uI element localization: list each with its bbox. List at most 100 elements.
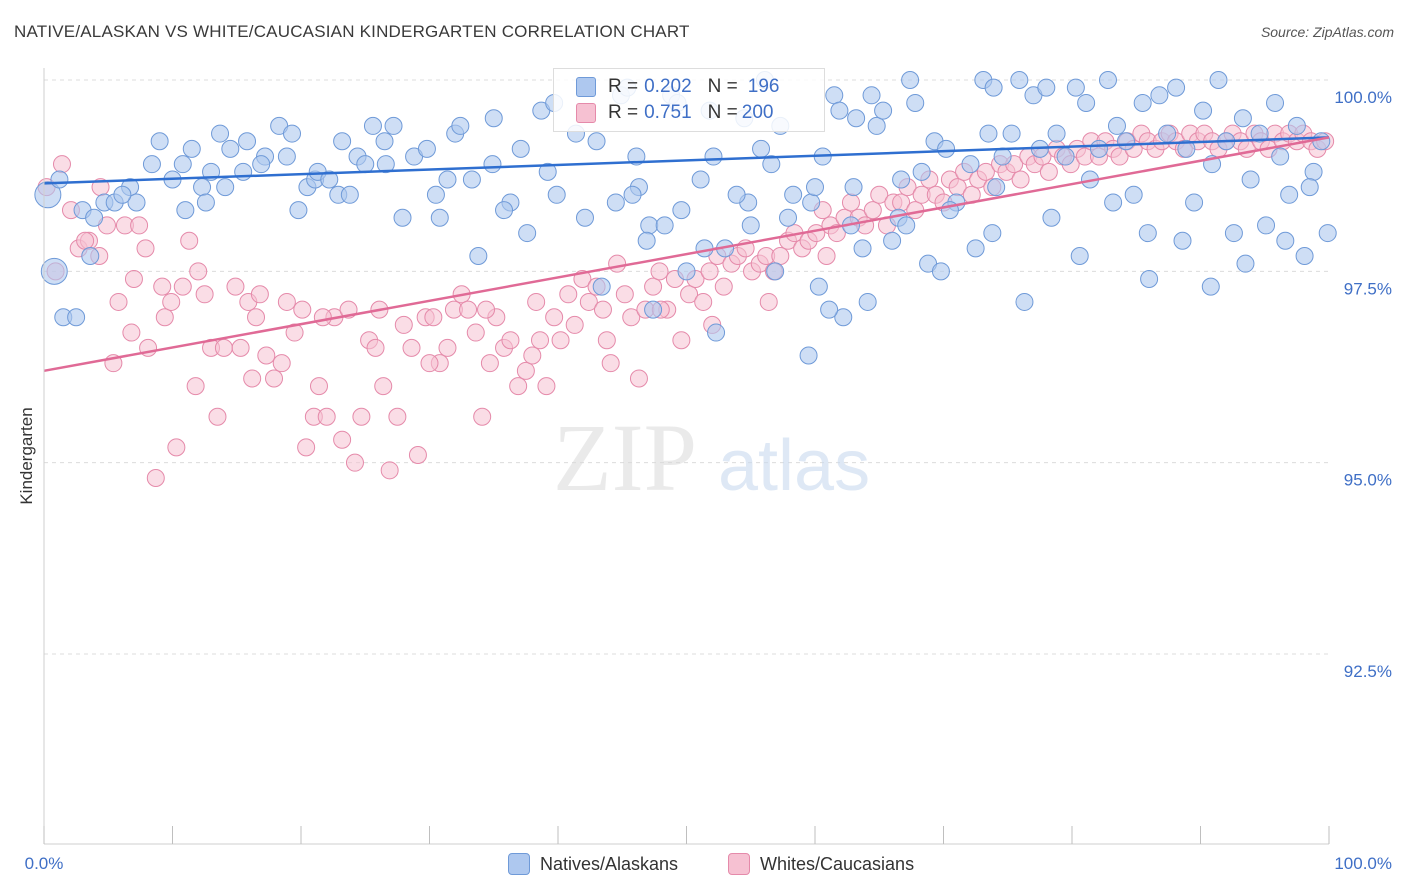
data-point-natives bbox=[853, 239, 872, 258]
data-point-natives bbox=[1271, 147, 1290, 166]
data-point-natives bbox=[1280, 185, 1299, 204]
data-point-natives bbox=[127, 193, 146, 212]
watermark: ZIP atlas bbox=[553, 404, 870, 511]
data-point-natives bbox=[655, 216, 674, 235]
data-point-natives bbox=[1318, 224, 1337, 243]
data-point-whites bbox=[527, 292, 546, 311]
data-point-natives bbox=[150, 132, 169, 151]
data-point-whites bbox=[680, 285, 699, 304]
data-point-natives bbox=[538, 162, 557, 181]
data-point-natives bbox=[484, 109, 503, 128]
data-point-natives bbox=[176, 201, 195, 220]
data-point-natives bbox=[1224, 224, 1243, 243]
data-point-whites bbox=[466, 323, 485, 342]
legend-swatch-blue bbox=[576, 77, 596, 97]
data-point-whites bbox=[608, 254, 627, 273]
bottom-legend-swatch-pink bbox=[728, 853, 750, 875]
data-point-whites bbox=[243, 369, 262, 388]
data-point-whites bbox=[870, 185, 889, 204]
data-point-whites bbox=[153, 277, 172, 296]
data-point-natives bbox=[806, 178, 824, 197]
watermark-atlas: atlas bbox=[718, 426, 870, 506]
data-point-whites bbox=[180, 231, 199, 250]
data-point-natives bbox=[1167, 78, 1186, 97]
data-point-natives bbox=[892, 170, 911, 189]
data-point-whites bbox=[374, 377, 393, 396]
data-point-whites bbox=[130, 216, 149, 235]
data-point-natives bbox=[897, 216, 916, 235]
legend-r-label: R = bbox=[608, 76, 639, 97]
data-point-whites bbox=[593, 300, 612, 319]
data-point-whites bbox=[509, 377, 528, 396]
data-point-natives bbox=[640, 216, 659, 235]
data-point-natives bbox=[1233, 109, 1252, 128]
bottom-legend-label-whites: Whites/Caucasians bbox=[760, 853, 915, 874]
data-point-whites bbox=[250, 285, 269, 304]
data-point-whites bbox=[501, 331, 520, 350]
data-point-whites bbox=[759, 292, 778, 311]
data-point-natives bbox=[333, 132, 352, 151]
data-point-natives bbox=[1133, 93, 1152, 112]
data-point-natives bbox=[906, 93, 925, 112]
data-point-natives bbox=[34, 181, 62, 209]
data-point-natives bbox=[809, 277, 828, 296]
bottom-legend-label-natives: Natives/Alaskans bbox=[540, 853, 679, 874]
data-point-natives bbox=[238, 132, 257, 151]
data-point-natives bbox=[193, 178, 212, 197]
data-point-natives bbox=[762, 155, 781, 174]
data-point-whites bbox=[1110, 147, 1129, 166]
data-point-natives bbox=[547, 185, 566, 204]
data-point-whites bbox=[644, 277, 663, 296]
data-point-natives bbox=[704, 147, 723, 166]
data-point-natives bbox=[495, 201, 514, 220]
data-point-natives bbox=[1266, 93, 1285, 112]
data-point-whites bbox=[545, 308, 564, 327]
data-point-natives bbox=[1150, 86, 1169, 105]
data-point-natives bbox=[50, 170, 69, 189]
data-point-whites bbox=[109, 292, 128, 311]
data-point-whites bbox=[694, 292, 713, 311]
legend-n-label: N = bbox=[707, 76, 738, 97]
data-point-natives bbox=[1173, 231, 1192, 250]
data-point-natives bbox=[691, 170, 710, 189]
data-point-natives bbox=[1177, 139, 1196, 158]
legend-n-label: N = bbox=[707, 102, 738, 123]
data-point-whites bbox=[531, 331, 550, 350]
data-point-whites bbox=[208, 407, 227, 426]
data-point-whites bbox=[438, 338, 457, 357]
data-point-natives bbox=[40, 257, 68, 285]
data-point-natives bbox=[1241, 170, 1260, 189]
data-point-whites bbox=[52, 155, 71, 174]
axes: 100.0% 97.5% 95.0% 92.5% 0.0% 100.0% bbox=[25, 68, 1392, 873]
data-point-whites bbox=[650, 262, 669, 281]
data-point-natives bbox=[340, 185, 359, 204]
data-point-natives bbox=[1077, 93, 1096, 112]
stats-legend: R = 0.202 N = 196 R = 0.751 N = 200 bbox=[553, 68, 825, 132]
data-point-natives bbox=[1138, 224, 1157, 243]
data-point-natives bbox=[1047, 124, 1066, 143]
data-point-natives bbox=[81, 247, 100, 266]
y-tick-label: 92.5% bbox=[1344, 662, 1392, 681]
data-point-natives bbox=[142, 155, 161, 174]
data-point-whites bbox=[551, 331, 570, 350]
data-point-whites bbox=[579, 292, 598, 311]
trend-lines bbox=[43, 136, 1330, 373]
data-point-natives bbox=[883, 231, 902, 250]
data-point-natives bbox=[830, 101, 849, 120]
data-point-natives bbox=[766, 262, 785, 281]
data-point-natives bbox=[1107, 116, 1126, 135]
x-tick-label-start: 0.0% bbox=[25, 854, 64, 873]
data-point-natives bbox=[393, 208, 412, 227]
data-point-natives bbox=[847, 109, 866, 128]
data-point-whites bbox=[313, 308, 332, 327]
data-point-whites bbox=[124, 269, 143, 288]
data-point-natives bbox=[727, 185, 746, 204]
data-point-natives bbox=[1140, 269, 1159, 288]
data-point-whites bbox=[333, 430, 352, 449]
data-point-whites bbox=[601, 354, 620, 373]
data-point-natives bbox=[695, 239, 714, 258]
data-point-natives bbox=[1194, 101, 1213, 120]
data-point-natives bbox=[784, 185, 803, 204]
data-point-natives bbox=[820, 300, 839, 319]
